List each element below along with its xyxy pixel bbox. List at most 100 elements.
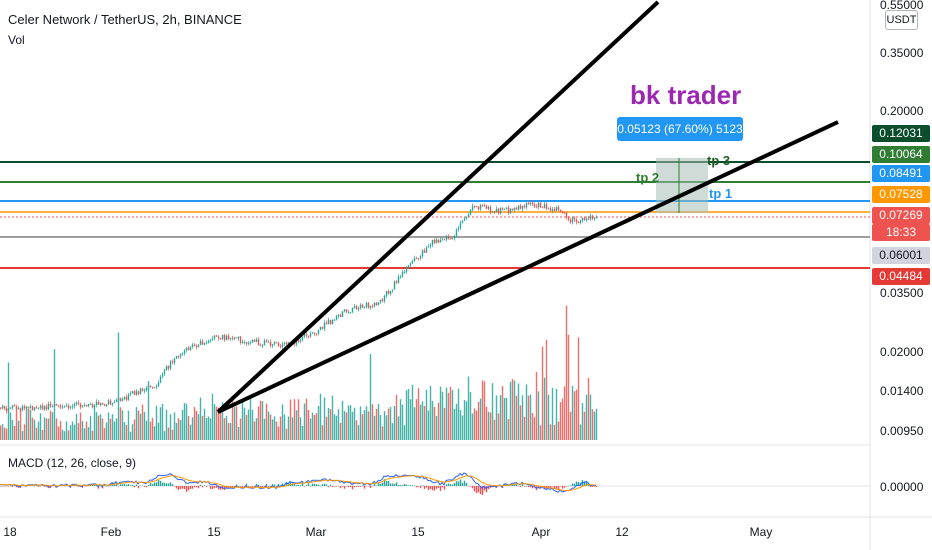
candle-body bbox=[175, 356, 178, 359]
candle-body bbox=[397, 276, 400, 283]
candle-body bbox=[569, 219, 572, 223]
candle-body bbox=[39, 405, 42, 408]
volume-bar bbox=[549, 424, 552, 440]
candle-body bbox=[329, 319, 332, 325]
candle-body bbox=[457, 228, 460, 230]
volume-bar bbox=[335, 415, 338, 440]
candle-body bbox=[591, 215, 594, 219]
candle-body bbox=[233, 337, 236, 339]
volume-bar bbox=[253, 421, 256, 440]
macd-histogram-bar bbox=[381, 482, 384, 486]
macd-histogram-bar bbox=[237, 485, 240, 487]
volume-bar bbox=[515, 395, 518, 440]
volume-bar bbox=[219, 407, 222, 440]
candle-body bbox=[395, 281, 398, 283]
macd-histogram-bar bbox=[573, 483, 576, 486]
tp3-label: tp 3 bbox=[707, 153, 731, 168]
volume-bar bbox=[11, 419, 14, 440]
candle-body bbox=[565, 212, 568, 218]
macd-histogram-bar bbox=[167, 483, 170, 486]
macd-histogram-bar bbox=[149, 482, 152, 486]
volume-bar bbox=[21, 431, 24, 440]
candle-body bbox=[385, 291, 388, 296]
candle-body bbox=[523, 205, 526, 208]
macd-histogram-bar bbox=[523, 486, 526, 487]
volume-bar bbox=[417, 388, 420, 440]
candle-body bbox=[227, 335, 230, 340]
candle-body bbox=[389, 290, 392, 294]
macd-histogram-bar bbox=[179, 486, 182, 489]
macd-histogram-bar bbox=[187, 486, 190, 491]
volume-bar bbox=[413, 407, 416, 440]
macd-histogram-bar bbox=[585, 480, 588, 486]
volume-bar bbox=[583, 411, 586, 440]
candle-body bbox=[275, 342, 278, 344]
volume-bar bbox=[495, 395, 498, 440]
candle-body bbox=[281, 343, 284, 348]
volume-bar bbox=[511, 378, 514, 440]
macd-histogram-bar bbox=[329, 484, 332, 486]
volume-bar bbox=[329, 409, 332, 440]
volume-bar bbox=[43, 417, 46, 440]
candle-body bbox=[543, 204, 546, 208]
volume-bar bbox=[393, 406, 396, 440]
candle-body bbox=[517, 205, 520, 210]
macd-histogram-bar bbox=[123, 484, 126, 486]
volume-bar bbox=[65, 421, 68, 440]
price-badge: 0.07269 bbox=[872, 207, 930, 224]
macd-histogram-bar bbox=[529, 486, 532, 488]
volume-bar bbox=[389, 406, 392, 440]
macd-histogram-bar bbox=[165, 483, 168, 486]
volume-bar bbox=[441, 391, 444, 440]
volume-bar bbox=[569, 411, 572, 440]
candle-body bbox=[303, 333, 306, 337]
volume-bar bbox=[361, 414, 364, 440]
candle-body bbox=[49, 403, 52, 407]
volume-bar bbox=[233, 407, 236, 440]
currency-button[interactable]: USDT bbox=[885, 10, 918, 30]
candle-body bbox=[383, 295, 386, 302]
candle-body bbox=[0, 408, 2, 410]
candle-body bbox=[415, 258, 418, 260]
volume-bars bbox=[0, 305, 598, 440]
volume-bar bbox=[555, 388, 558, 440]
volume-bar bbox=[493, 419, 496, 440]
candle-body bbox=[89, 404, 92, 406]
macd-histogram-bar bbox=[313, 483, 316, 486]
volume-bar bbox=[143, 411, 146, 440]
volume-bar bbox=[87, 427, 90, 440]
macd-histogram-bar bbox=[525, 485, 528, 487]
candle-body bbox=[115, 399, 118, 402]
candle-body bbox=[301, 336, 304, 340]
candle-body bbox=[23, 406, 26, 409]
macd-histogram-bar bbox=[119, 484, 122, 486]
macd-histogram-bar bbox=[15, 486, 18, 488]
volume-bar bbox=[401, 404, 404, 440]
candle-body bbox=[61, 406, 64, 408]
macd-histogram-bar bbox=[343, 486, 346, 489]
macd-histogram-bar bbox=[157, 480, 160, 486]
candle-body bbox=[363, 307, 366, 309]
candle-body bbox=[219, 338, 222, 340]
macd-histogram-bar bbox=[333, 486, 336, 487]
macd-histogram-bar bbox=[435, 486, 438, 489]
volume-bar bbox=[209, 418, 212, 440]
volume-bar bbox=[469, 392, 472, 440]
macd-histogram-bar bbox=[195, 486, 198, 488]
candle-body bbox=[527, 203, 530, 205]
macd-histogram-bar bbox=[441, 486, 444, 488]
candle-body bbox=[507, 207, 510, 213]
candle-body bbox=[237, 336, 240, 339]
candle-body bbox=[541, 207, 544, 209]
candle-body bbox=[551, 209, 554, 211]
volume-bar bbox=[433, 407, 436, 440]
candle-body bbox=[345, 309, 348, 313]
macd-histogram-bar bbox=[143, 486, 146, 488]
macd-histogram-bar bbox=[325, 484, 328, 486]
candle-body bbox=[495, 208, 498, 212]
candle-body bbox=[497, 208, 500, 214]
macd-histogram-bar bbox=[323, 483, 326, 486]
volume-bar bbox=[475, 410, 478, 440]
volume-bar bbox=[47, 418, 50, 440]
